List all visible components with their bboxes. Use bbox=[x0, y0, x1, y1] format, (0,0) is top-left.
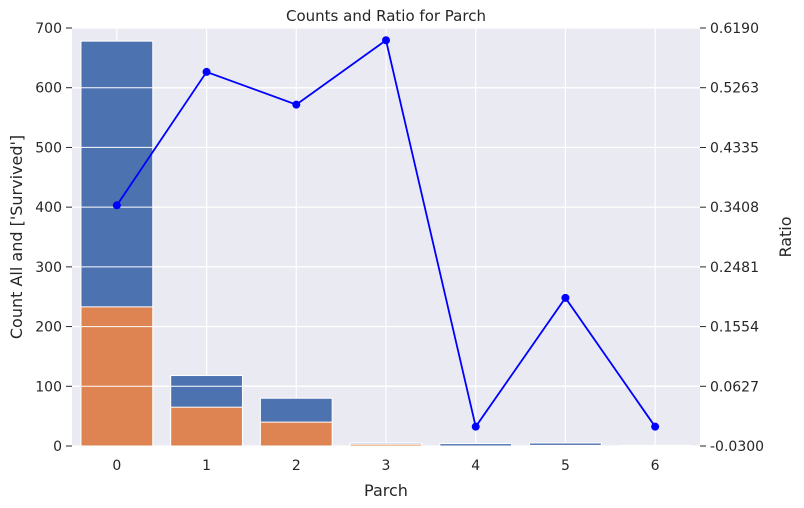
x-tick-label: 0 bbox=[112, 458, 121, 474]
y2-axis-label: Ratio bbox=[776, 216, 795, 257]
y-tick-label: 400 bbox=[35, 200, 62, 216]
x-tick-label: 6 bbox=[651, 458, 660, 474]
bars bbox=[72, 27, 700, 447]
ratio-point bbox=[112, 201, 121, 210]
ratio-point bbox=[382, 36, 390, 45]
y-tick-label: 600 bbox=[35, 81, 62, 97]
y2-tick-label: 0.4335 bbox=[710, 140, 759, 156]
y-tick-label: 700 bbox=[35, 21, 62, 37]
y-axis-label: Count All and ['Survived'] bbox=[7, 135, 26, 339]
y-tick-label: 100 bbox=[35, 379, 62, 395]
y-tick-label: 200 bbox=[35, 320, 62, 336]
y-tick-label: 500 bbox=[35, 140, 62, 156]
y2-tick-label: -0.0300 bbox=[710, 439, 764, 455]
bar bbox=[170, 406, 243, 447]
x-tick-label: 1 bbox=[202, 458, 211, 474]
y2-tick-label: 0.0627 bbox=[710, 379, 759, 395]
y-tick-label: 0 bbox=[53, 439, 62, 455]
x-axis-label: Parch bbox=[364, 481, 408, 500]
axes: 0 100 200 300 400 500 600 700 0 1 2 3 4 5 6 -0.0300 0.06… bbox=[35, 21, 764, 474]
x-tick-label: 2 bbox=[292, 458, 301, 474]
y2-tick-label: 0.3408 bbox=[710, 200, 759, 216]
ratio-point bbox=[651, 422, 660, 431]
x-tick-label: 3 bbox=[382, 458, 391, 474]
y2-tick-label: 0.5263 bbox=[710, 81, 759, 97]
ratio-line bbox=[112, 36, 660, 431]
y2-tick-label: 0.2481 bbox=[710, 260, 759, 276]
y2-tick-label: 0.1554 bbox=[710, 320, 759, 336]
bar bbox=[259, 421, 333, 447]
y-tick-label: 300 bbox=[35, 260, 62, 276]
ratio-point bbox=[292, 100, 301, 109]
ratio-point bbox=[202, 67, 211, 76]
chart-title: Counts and Ratio for Parch bbox=[286, 7, 486, 25]
y2-tick-label: 0.6190 bbox=[710, 21, 759, 37]
x-tick-label: 5 bbox=[561, 458, 570, 474]
x-tick-label: 4 bbox=[471, 458, 480, 474]
ratio-point bbox=[471, 422, 480, 431]
ratio-point bbox=[561, 293, 570, 302]
bar bbox=[80, 306, 154, 447]
